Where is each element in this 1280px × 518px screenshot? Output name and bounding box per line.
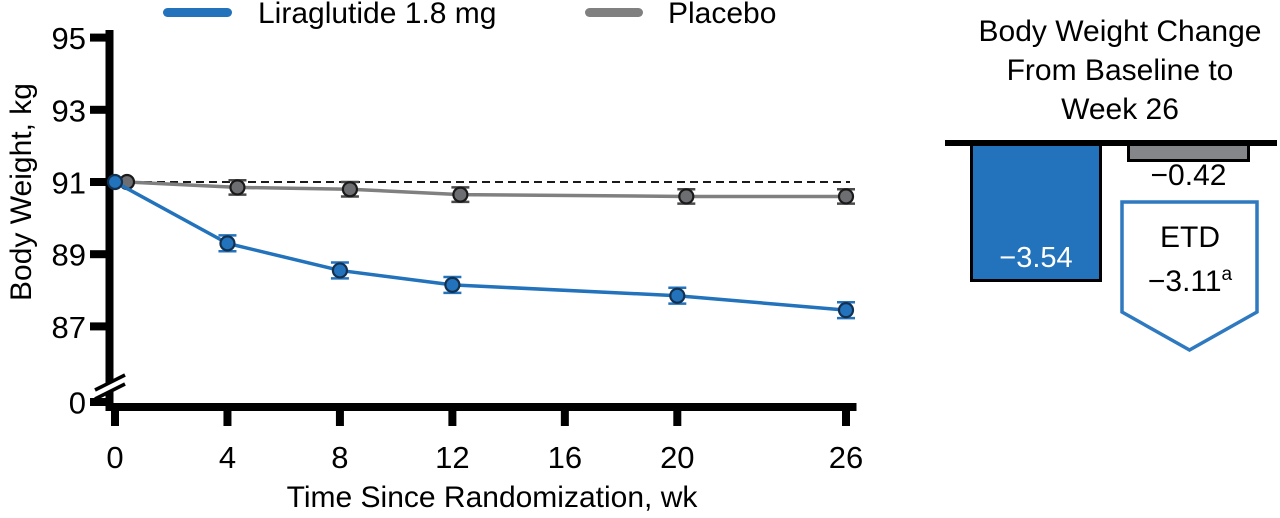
svg-text:12: 12 bbox=[435, 440, 469, 475]
etd-badge: ETD −3.11a bbox=[1114, 194, 1266, 358]
svg-text:93: 93 bbox=[52, 93, 86, 128]
etd-badge-outline bbox=[1120, 200, 1259, 353]
svg-text:20: 20 bbox=[660, 440, 694, 475]
bar-placebo bbox=[1127, 146, 1250, 162]
svg-text:8: 8 bbox=[331, 440, 348, 475]
bar-value-liraglutide: −3.54 bbox=[999, 242, 1073, 274]
x-axis-title: Time Since Randomization, wk bbox=[286, 481, 698, 514]
etd-heading: ETD bbox=[1160, 221, 1220, 254]
legend-swatch-placebo bbox=[585, 8, 643, 17]
bar-value-placebo: −0.42 bbox=[1150, 159, 1227, 192]
svg-text:89: 89 bbox=[52, 238, 86, 273]
bar-panel-title: Body Weight Change From Baseline to Week… bbox=[978, 15, 1262, 126]
svg-text:26: 26 bbox=[829, 440, 863, 475]
body-weight-line-chart: 95 93 91 89 87 00 4 8 12 16 20 26 bbox=[52, 21, 864, 475]
legend-swatch-liraglutide bbox=[163, 8, 232, 17]
svg-text:87: 87 bbox=[52, 310, 86, 345]
etd-value: −3.11a bbox=[1147, 264, 1233, 298]
legend-label-liraglutide: Liraglutide 1.8 mg bbox=[258, 0, 497, 30]
svg-text:91: 91 bbox=[52, 166, 86, 201]
bar-liraglutide: −3.54 bbox=[970, 146, 1102, 282]
bar-baseline-axis bbox=[945, 140, 1277, 146]
svg-text:16: 16 bbox=[548, 440, 582, 475]
svg-text:0: 0 bbox=[69, 386, 86, 421]
legend-label-placebo: Placebo bbox=[668, 0, 777, 30]
svg-text:0: 0 bbox=[106, 440, 123, 475]
svg-text:95: 95 bbox=[52, 21, 86, 56]
svg-text:4: 4 bbox=[219, 440, 236, 475]
